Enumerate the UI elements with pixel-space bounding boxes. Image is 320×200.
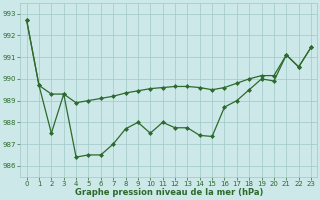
X-axis label: Graphe pression niveau de la mer (hPa): Graphe pression niveau de la mer (hPa) [75, 188, 263, 197]
